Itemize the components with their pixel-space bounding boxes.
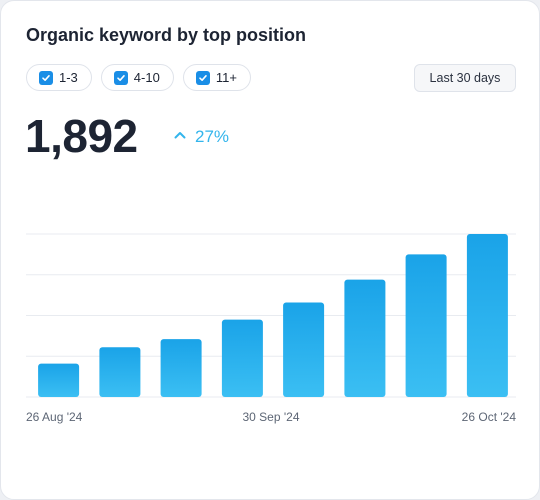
- chart-bar[interactable]: [99, 347, 141, 397]
- chart-bar[interactable]: [405, 254, 447, 397]
- card-title: Organic keyword by top position: [26, 25, 307, 45]
- chart-bar[interactable]: [160, 339, 202, 397]
- keyword-count-value: 1,892: [25, 110, 138, 162]
- x-tick-label: 30 Sep '24: [242, 410, 300, 424]
- chevron-up-icon: [173, 127, 187, 147]
- filter-chip-1-3[interactable]: 1-3: [26, 64, 92, 91]
- chart-bar[interactable]: [466, 234, 508, 397]
- x-tick-label: 26 Aug '24: [26, 410, 83, 424]
- change-indicator: 27%: [173, 127, 229, 147]
- filter-chip-label: 1-3: [59, 70, 78, 85]
- date-range-button[interactable]: Last 30 days: [414, 64, 516, 92]
- filter-chip-4-10[interactable]: 4-10: [100, 64, 174, 91]
- chart-bar[interactable]: [283, 302, 325, 398]
- filter-chip-11-plus[interactable]: 11+: [182, 64, 251, 91]
- checkbox-checked-icon[interactable]: [113, 70, 128, 85]
- keyword-bar-chart: [26, 233, 516, 398]
- chart-bar[interactable]: [344, 279, 386, 397]
- chart-bar[interactable]: [38, 363, 80, 397]
- chart-bar[interactable]: [221, 319, 263, 397]
- checkbox-checked-icon[interactable]: [195, 70, 210, 85]
- filter-chip-label: 11+: [215, 70, 237, 85]
- checkbox-checked-icon[interactable]: [39, 70, 53, 85]
- position-filters: 1-3 4-10 11+: [26, 64, 251, 91]
- change-percent: 27%: [195, 127, 230, 146]
- x-tick-label: 26 Oct '24: [461, 410, 516, 424]
- filter-chip-label: 4-10: [133, 70, 160, 85]
- x-axis: 26 Aug '24 30 Sep '24 26 Oct '24: [26, 410, 516, 430]
